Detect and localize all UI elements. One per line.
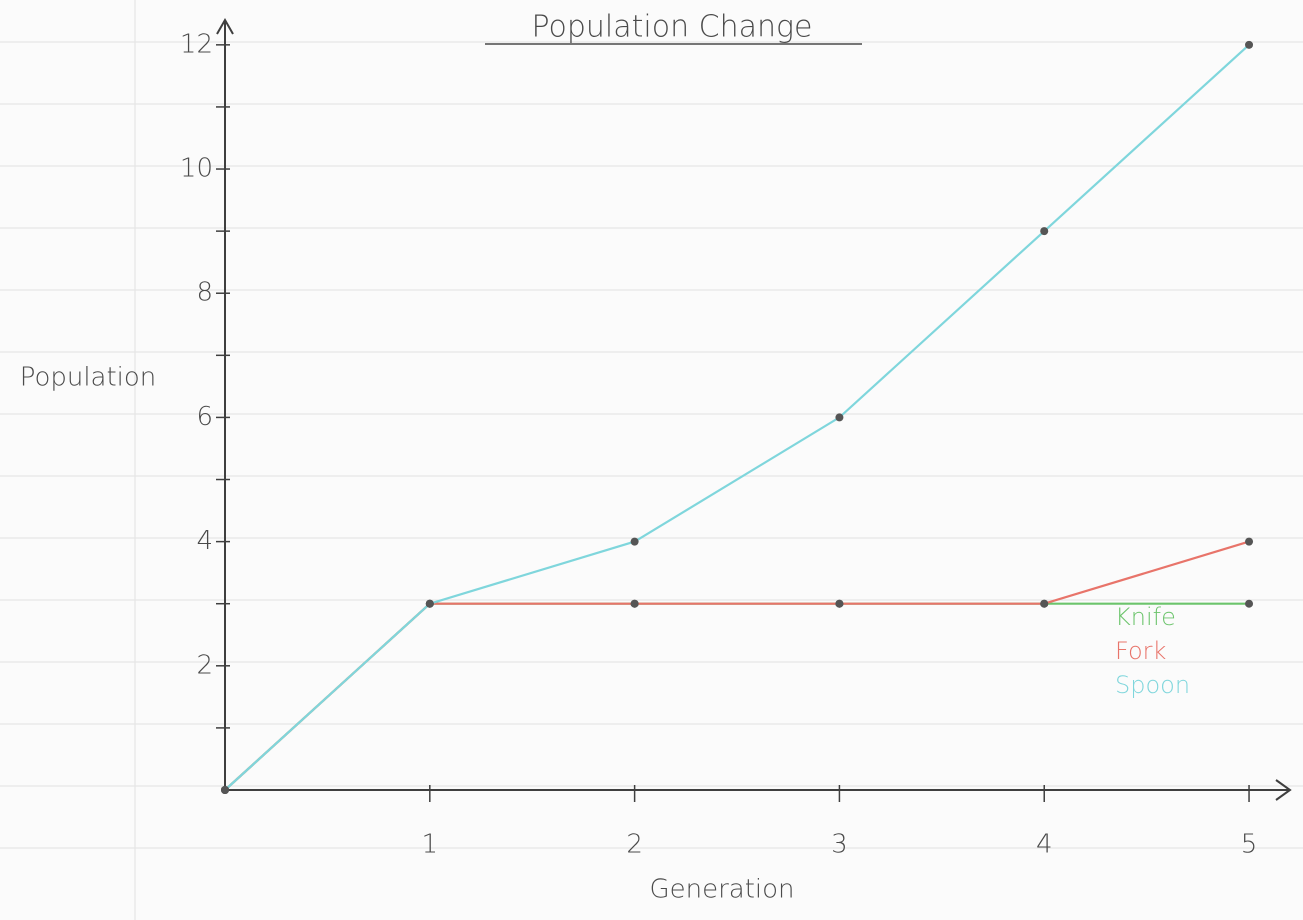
y-axis-label: Population bbox=[20, 363, 157, 393]
y-tick-label: 12 bbox=[180, 29, 213, 59]
data-point bbox=[1245, 600, 1253, 608]
data-point bbox=[631, 600, 639, 608]
data-point bbox=[835, 413, 843, 421]
data-point bbox=[835, 600, 843, 608]
data-point bbox=[1040, 227, 1048, 235]
x-tick-label: 5 bbox=[1241, 830, 1258, 860]
data-point bbox=[631, 538, 639, 546]
x-tick-label: 2 bbox=[626, 830, 643, 860]
data-point bbox=[1245, 538, 1253, 546]
y-tick-label: 8 bbox=[196, 278, 213, 308]
legend-label: Knife bbox=[1115, 603, 1176, 631]
data-point bbox=[221, 786, 229, 794]
chart-title: Population Change bbox=[532, 10, 813, 45]
legend-label: Fork bbox=[1115, 637, 1167, 665]
y-tick-label: 10 bbox=[180, 154, 213, 184]
x-tick-label: 1 bbox=[422, 830, 439, 860]
legend-label: Spoon bbox=[1115, 671, 1190, 699]
series-line bbox=[225, 604, 1249, 790]
x-tick-label: 4 bbox=[1036, 830, 1053, 860]
series-line bbox=[225, 542, 1249, 790]
data-point bbox=[1245, 41, 1253, 49]
y-tick-label: 4 bbox=[196, 526, 213, 556]
y-tick-label: 2 bbox=[196, 650, 213, 680]
x-axis-label: Generation bbox=[649, 875, 794, 905]
series-line bbox=[225, 45, 1249, 790]
data-point bbox=[1040, 600, 1048, 608]
chart: Population Change Population Generation … bbox=[0, 0, 1303, 920]
paper bbox=[0, 0, 1303, 920]
data-point bbox=[426, 600, 434, 608]
x-tick-label: 3 bbox=[831, 830, 848, 860]
y-tick-label: 6 bbox=[196, 402, 213, 432]
